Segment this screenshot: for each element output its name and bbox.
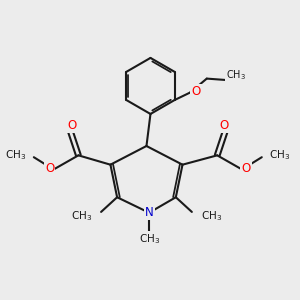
Text: CH$_3$: CH$_3$ — [201, 209, 222, 223]
Text: N: N — [145, 206, 154, 219]
Text: O: O — [219, 119, 229, 132]
Text: CH$_3$: CH$_3$ — [5, 148, 26, 162]
Text: CH$_3$: CH$_3$ — [269, 148, 290, 162]
Text: CH$_3$: CH$_3$ — [139, 232, 160, 246]
Text: CH$_3$: CH$_3$ — [226, 68, 246, 82]
Text: O: O — [45, 162, 54, 175]
Text: O: O — [241, 162, 250, 175]
Text: O: O — [192, 85, 201, 98]
Text: CH$_3$: CH$_3$ — [70, 209, 92, 223]
Text: O: O — [67, 119, 76, 132]
